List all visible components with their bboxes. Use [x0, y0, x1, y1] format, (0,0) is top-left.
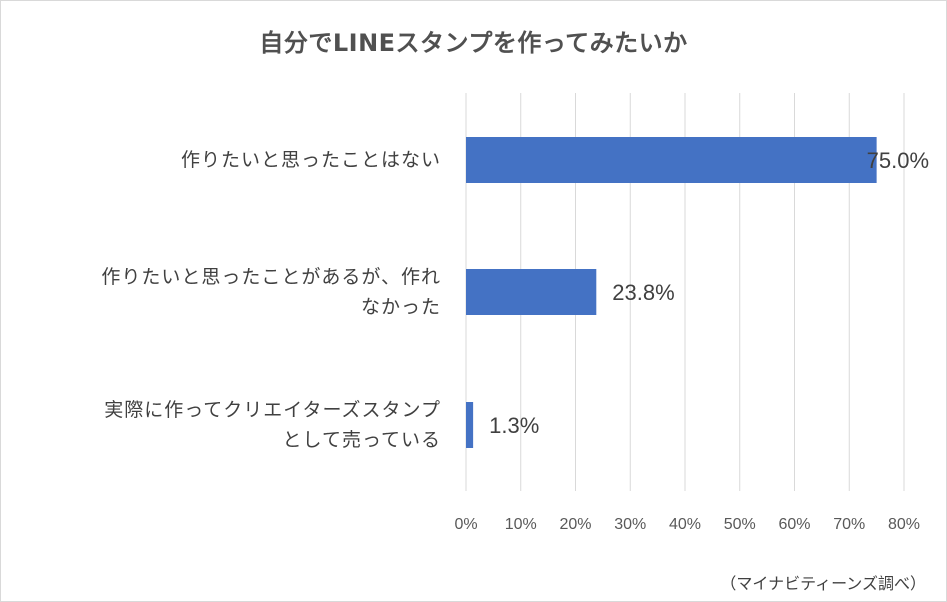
category-label: 実際に作ってクリエイターズスタンプとして売っている: [1, 395, 441, 455]
x-tick-label: 0%: [454, 516, 477, 533]
data-label: 23.8%: [612, 280, 674, 305]
data-label: 1.3%: [489, 413, 539, 438]
category-label: 作りたいと思ったことがあるが、作れなかった: [1, 262, 441, 322]
source-note: （マイナビティーンズ調べ）: [720, 574, 926, 593]
category-label-line: 実際に作ってクリエイターズスタンプ: [104, 399, 441, 421]
x-tick-label: 50%: [724, 516, 756, 533]
x-tick-label: 10%: [505, 516, 537, 533]
x-tick-label: 40%: [669, 516, 701, 533]
x-tick-label: 70%: [833, 516, 865, 533]
x-tick-label: 30%: [614, 516, 646, 533]
bar: [466, 137, 877, 183]
x-tick-label: 80%: [888, 516, 920, 533]
x-tick-label: 20%: [559, 516, 591, 533]
category-label-line: なかった: [360, 296, 441, 318]
category-label-line: 作りたいと思ったことはない: [180, 149, 441, 171]
bar: [466, 269, 597, 315]
category-label-line: として売っている: [282, 429, 441, 451]
category-label-line: 作りたいと思ったことがあるが、作れ: [101, 266, 441, 288]
chart-title: 自分でLINEスタンプを作ってみたいか: [259, 29, 688, 57]
x-tick-label: 60%: [778, 516, 810, 533]
bar: [466, 402, 474, 448]
data-label: 75.0%: [867, 148, 929, 173]
category-label: 作りたいと思ったことはない: [1, 145, 441, 175]
